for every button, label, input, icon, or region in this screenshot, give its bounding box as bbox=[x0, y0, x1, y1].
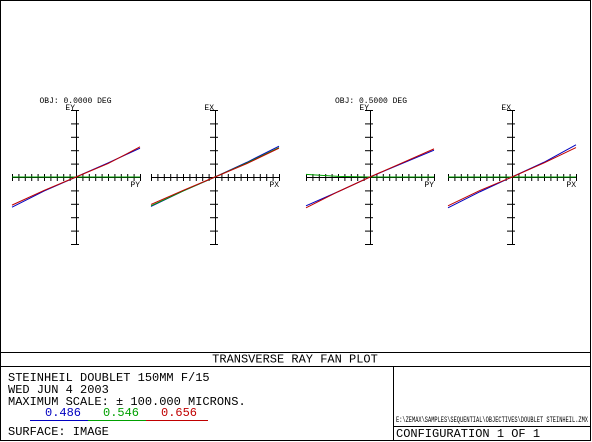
fan-curve bbox=[11, 146, 141, 206]
file-path: E:\ZEMAX\SAMPLES\SEQUENTIAL\OBJECTIVES\D… bbox=[396, 416, 588, 425]
fan-curve bbox=[305, 148, 435, 209]
info-line: WED JUN 4 2003 bbox=[8, 383, 109, 397]
fan-curve bbox=[150, 147, 280, 205]
y-axis-label: EY bbox=[65, 104, 75, 113]
field-title: OBJ: 0.0000 DEG bbox=[39, 97, 111, 106]
field-title: OBJ: 0.5000 DEG bbox=[335, 97, 407, 106]
y-axis-label: EX bbox=[501, 104, 511, 113]
x-axis-label: PX bbox=[566, 181, 576, 190]
surface: SURFACE: IMAGE bbox=[8, 425, 109, 439]
info-line: STEINHEIL DOUBLET 150MM F/15 bbox=[8, 371, 210, 385]
x-axis-label: PX bbox=[269, 181, 279, 190]
plot-heading: TRANSVERSE RAY FAN PLOT bbox=[212, 353, 378, 367]
configuration: CONFIGURATION 1 OF 1 bbox=[396, 427, 540, 441]
info-line: MAXIMUM SCALE: ± 100.000 MICRONS. bbox=[8, 395, 246, 409]
wavelength-label: 0.546 bbox=[103, 406, 139, 420]
wavelength-label: 0.486 bbox=[45, 406, 81, 420]
y-axis-label: EX bbox=[204, 104, 214, 113]
fan-curve bbox=[447, 147, 577, 207]
x-axis-label: PY bbox=[424, 181, 434, 190]
x-axis-label: PY bbox=[130, 181, 140, 190]
y-axis-label: EY bbox=[359, 104, 369, 113]
wavelength-label: 0.656 bbox=[161, 406, 197, 420]
